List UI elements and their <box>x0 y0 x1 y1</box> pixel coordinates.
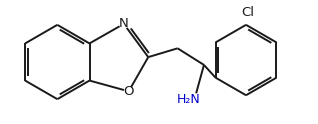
Text: Cl: Cl <box>241 6 254 19</box>
Text: O: O <box>123 85 134 98</box>
Text: N: N <box>119 17 129 30</box>
Text: H₂N: H₂N <box>176 93 200 106</box>
